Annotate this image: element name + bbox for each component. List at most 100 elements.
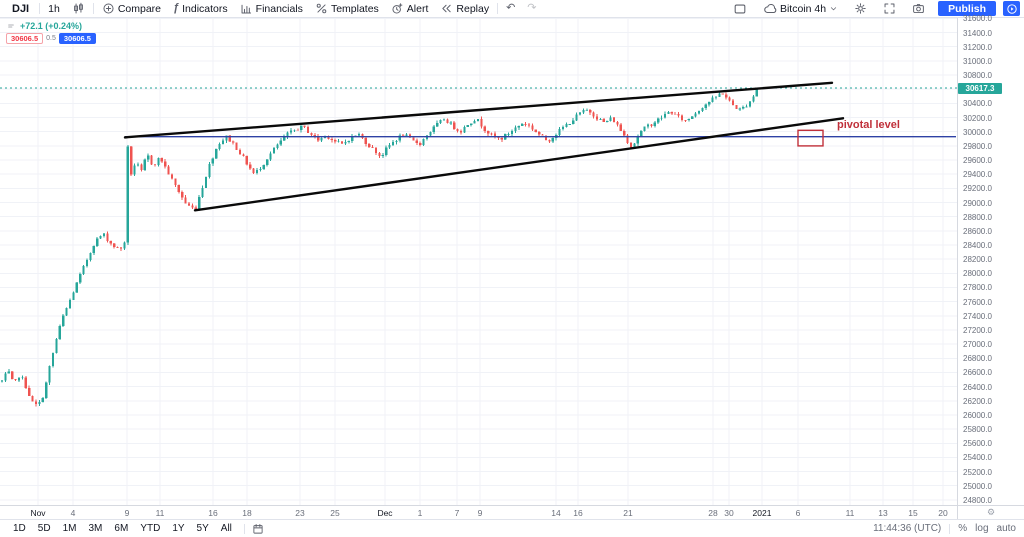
time-tick: 11 (845, 508, 855, 518)
publish-button[interactable]: Publish (938, 1, 996, 16)
indicators-label: Indicators (182, 2, 228, 15)
undo-icon: ↶ (506, 2, 516, 14)
templates-icon (316, 3, 327, 14)
price-tick: 31000.0 (963, 57, 992, 66)
replay-button[interactable]: Replay (434, 1, 495, 17)
range-button-1y[interactable]: 1Y (172, 523, 185, 534)
lower_trendline[interactable] (193, 117, 845, 212)
time-tick: 9 (477, 508, 483, 518)
compare-label: Compare (117, 2, 161, 15)
price-tick: 30800.0 (963, 71, 992, 80)
price-tick: 25800.0 (963, 425, 992, 434)
upper_trendline[interactable] (123, 81, 834, 139)
templates-button[interactable]: Templates (309, 1, 385, 17)
toolbar-divider (39, 3, 41, 14)
time-tick: 11 (155, 508, 165, 518)
price-tick: 29200.0 (963, 184, 992, 193)
chevron-down-icon (830, 7, 837, 11)
range-button-all[interactable]: All (220, 523, 232, 534)
snapshot-button[interactable] (906, 1, 931, 17)
clock-utc[interactable]: 11:44:36 (UTC) (873, 523, 942, 534)
time-tick: 16 (573, 508, 583, 518)
price-tick: 27000.0 (963, 340, 992, 349)
symbol-button[interactable]: DJI (12, 2, 30, 15)
range-button-6m[interactable]: 6M (114, 523, 129, 534)
price-tick: 28000.0 (963, 269, 992, 278)
time-tick: 1 (417, 508, 423, 518)
time-tick: 30 (724, 508, 734, 518)
log-scale-toggle[interactable]: log (975, 523, 989, 534)
time-tick: Nov (30, 508, 46, 518)
candles (0, 88, 758, 407)
legend-collapse-icon[interactable] (6, 22, 16, 30)
settings-button[interactable] (848, 1, 873, 17)
range-button-5y[interactable]: 5Y (196, 523, 209, 534)
compare-button[interactable]: Compare (96, 1, 167, 17)
time-tick: 7 (454, 508, 460, 518)
indicators-button[interactable]: ƒ Indicators (167, 1, 234, 17)
chart-canvas[interactable] (0, 18, 957, 505)
watchlist-selector[interactable]: Bitcoin 4h (757, 1, 844, 17)
chart-legend: +72.1 (+0.24%) 30606.5 0.5 30606.5 (6, 21, 96, 44)
axis-settings-icon[interactable]: ⚙ (986, 507, 996, 517)
price-tick: 28200.0 (963, 255, 992, 264)
auto-scale-toggle[interactable]: auto (996, 523, 1016, 534)
interval-button[interactable]: 1h (48, 2, 60, 15)
time-tick: Dec (377, 508, 393, 518)
time-tick: 16 (208, 508, 218, 518)
price-tick: 26200.0 (963, 397, 992, 406)
templates-label: Templates (330, 2, 379, 15)
price-tick: 26800.0 (963, 354, 992, 363)
alert-icon (392, 3, 403, 14)
price-tick: 27400.0 (963, 312, 992, 321)
candlestick-style-icon (73, 2, 83, 14)
price-tick: 29000.0 (963, 199, 992, 208)
price-tick: 29400.0 (963, 170, 992, 179)
time-tick: 4 (70, 508, 76, 518)
price-tick: 26400.0 (963, 383, 992, 392)
time-tick: 14 (551, 508, 561, 518)
time-tick: 28 (708, 508, 718, 518)
chart-style-button[interactable] (66, 1, 91, 17)
layout-button[interactable] (727, 1, 753, 17)
range-button-3m[interactable]: 3M (88, 523, 103, 534)
price-axis[interactable]: 31600.031400.031200.031000.030800.030600… (957, 14, 1024, 505)
gridlines (0, 18, 957, 505)
price-tick: 28800.0 (963, 213, 992, 222)
range-button-1m[interactable]: 1M (62, 523, 77, 534)
redo-icon: ↷ (527, 2, 537, 14)
sell-quote-button[interactable]: 30606.5 (6, 33, 44, 44)
buy-quote-button[interactable]: 30606.5 (58, 33, 96, 44)
toolbar-left-group: DJI 1h Compare ƒ Indicators Financials T… (4, 0, 543, 17)
price-tick: 29600.0 (963, 156, 992, 165)
stream-button[interactable] (1003, 1, 1020, 16)
calendar-icon[interactable] (252, 523, 264, 535)
watchlist-label: Bitcoin 4h (779, 2, 827, 15)
pivot-rectangle[interactable] (797, 129, 824, 147)
range-button-ytd[interactable]: YTD (140, 523, 161, 534)
price-tick: 30400.0 (963, 99, 992, 108)
fullscreen-button[interactable] (877, 1, 902, 17)
alert-button[interactable]: Alert (385, 1, 435, 17)
price-change-text: +72.1 (+0.24%) (20, 21, 83, 31)
time-tick: 20 (938, 508, 948, 518)
gear-icon (855, 3, 866, 14)
alert-label: Alert (406, 2, 429, 15)
time-axis[interactable]: Nov 4 9 11 16 18 23 25 Dec 1 7 9 14 16 21 28 30 2021 6 11 13… (0, 505, 1024, 519)
pivotal-level-label[interactable]: pivotal level (837, 119, 900, 131)
financials-button[interactable]: Financials (234, 1, 309, 17)
percent-scale-toggle[interactable]: % (958, 523, 968, 534)
range-button-1d[interactable]: 1D (13, 523, 26, 534)
price-tick: 27200.0 (963, 326, 992, 335)
range-button-5d[interactable]: 5D (37, 523, 51, 534)
scale-controls: 11:44:36 (UTC) % log auto (873, 523, 1016, 534)
redo-button[interactable]: ↷ (521, 1, 542, 17)
time-tick: 2021 (752, 508, 772, 518)
top-toolbar: DJI 1h Compare ƒ Indicators Financials T… (0, 0, 1024, 18)
financials-icon (241, 4, 251, 14)
undo-button[interactable]: ↶ (500, 1, 521, 17)
price-chart[interactable] (0, 18, 957, 505)
time-tick: 9 (124, 508, 130, 518)
play-circle-icon (1006, 3, 1017, 14)
